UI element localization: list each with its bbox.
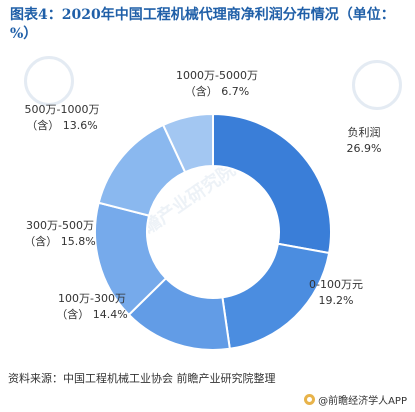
slice-label-value-4: （含） 15.8% [24,234,95,248]
brand-icon [304,394,316,405]
watermark-logo-right [352,60,402,110]
slice-label-value-5: （含） 13.6% [26,118,97,132]
slice-label-category-2: 0-100万元 [309,278,363,291]
donut-slice-6 [161,112,214,174]
brand-mark: @前瞻经济学人APP [304,392,407,407]
donut-slice-2 [221,242,331,350]
slice-label-category-5: 500万-1000万 [25,103,100,116]
slice-label-value-2: 19.2% [319,294,354,307]
slice-label-category-3: 100万-300万 [58,292,126,305]
slice-label-category-4: 300万-500万 [26,219,94,232]
slice-label-value-6: （含） 6.7% [185,84,249,98]
brand-text: @前瞻经济学人APP [318,396,407,407]
watermark-logo-left [24,56,74,106]
donut-chart: 负利润 26.9% 0-100万元 19.2% 100万-300万 （含） 14.4% 30… [24,69,382,351]
slice-label-category-6: 1000万-5000万 [176,69,258,82]
slice-label-category-1: 负利润 [348,125,381,139]
slice-label-value-3: （含） 14.4% [56,307,127,321]
donut-slice-1 [212,112,332,255]
slice-label-value-1: 26.9% [347,142,382,155]
chart-title: 图表4：2020年中国工程机械代理商净利润分布情况（单位：%） [10,7,395,42]
source-note: 资料来源：中国工程机械工业协会 前瞻产业研究院整理 [8,372,276,385]
leader-line-5 [110,142,127,160]
